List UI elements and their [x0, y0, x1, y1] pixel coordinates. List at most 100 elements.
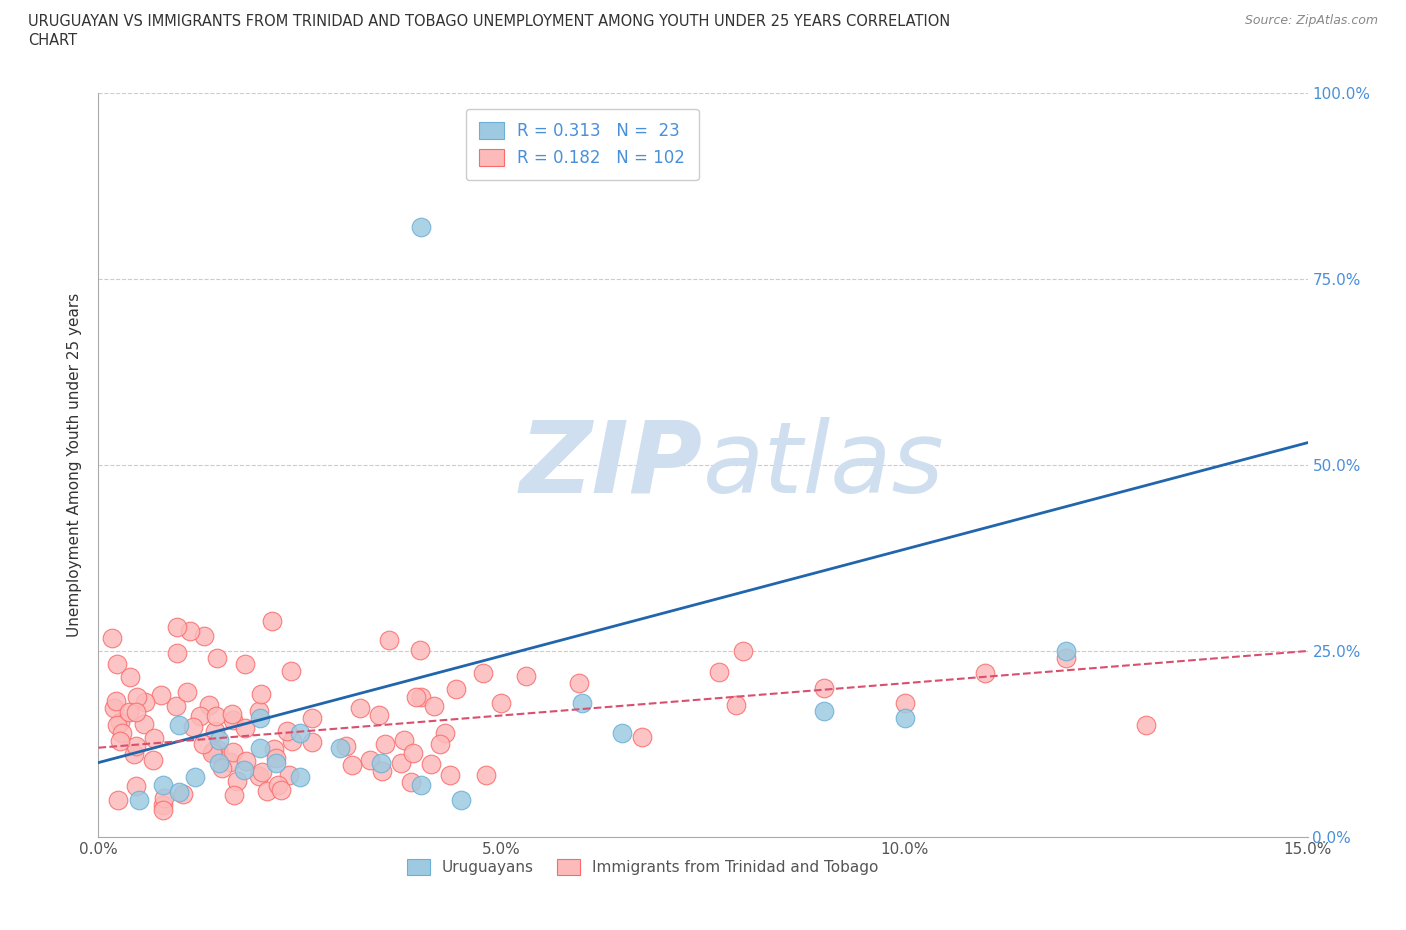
- Point: [276, 724, 298, 738]
- Point: [349, 700, 371, 715]
- Point: [813, 703, 835, 718]
- Point: [222, 788, 245, 803]
- Point: [150, 687, 173, 702]
- Point: [374, 737, 396, 751]
- Text: atlas: atlas: [703, 417, 945, 513]
- Point: [118, 670, 141, 684]
- Point: [342, 757, 364, 772]
- Point: [172, 787, 194, 802]
- Point: [235, 721, 257, 736]
- Point: [132, 717, 155, 732]
- Point: [124, 738, 146, 753]
- Point: [709, 664, 731, 679]
- Point: [198, 698, 221, 712]
- Point: [264, 751, 287, 765]
- Point: [288, 725, 311, 740]
- Point: [301, 735, 323, 750]
- Point: [278, 768, 301, 783]
- Point: [134, 695, 156, 710]
- Point: [124, 746, 146, 761]
- Point: [226, 773, 249, 788]
- Point: [571, 696, 593, 711]
- Point: [208, 733, 231, 748]
- Point: [249, 686, 271, 701]
- Point: [249, 711, 271, 725]
- Point: [1054, 644, 1077, 658]
- Point: [368, 708, 391, 723]
- Point: [411, 690, 433, 705]
- Point: [733, 644, 755, 658]
- Point: [1135, 718, 1157, 733]
- Point: [207, 742, 229, 757]
- Point: [335, 738, 357, 753]
- Legend: Uruguayans, Immigrants from Trinidad and Tobago: Uruguayans, Immigrants from Trinidad and…: [401, 853, 884, 882]
- Point: [377, 632, 399, 647]
- Point: [181, 719, 204, 734]
- Point: [409, 643, 432, 658]
- Point: [125, 778, 148, 793]
- Point: [247, 768, 270, 783]
- Point: [111, 725, 134, 740]
- Point: [267, 777, 290, 792]
- Point: [108, 733, 131, 748]
- Point: [222, 713, 245, 728]
- Point: [491, 696, 513, 711]
- Point: [211, 761, 233, 776]
- Point: [153, 790, 176, 805]
- Point: [166, 619, 188, 634]
- Point: [105, 694, 128, 709]
- Point: [433, 725, 456, 740]
- Point: [105, 717, 128, 732]
- Point: [631, 729, 654, 744]
- Point: [152, 777, 174, 792]
- Point: [167, 718, 190, 733]
- Point: [429, 737, 451, 751]
- Point: [264, 755, 287, 770]
- Point: [567, 675, 589, 690]
- Point: [893, 711, 915, 725]
- Point: [193, 629, 215, 644]
- Point: [165, 698, 187, 713]
- Point: [250, 764, 273, 779]
- Point: [188, 709, 211, 724]
- Point: [725, 698, 748, 712]
- Point: [288, 770, 311, 785]
- Point: [1054, 651, 1077, 666]
- Point: [201, 746, 224, 761]
- Point: [105, 657, 128, 671]
- Point: [280, 664, 302, 679]
- Point: [221, 707, 243, 722]
- Point: [152, 797, 174, 812]
- Point: [125, 705, 148, 720]
- Point: [143, 731, 166, 746]
- Point: [107, 792, 129, 807]
- Point: [101, 631, 124, 645]
- Point: [281, 734, 304, 749]
- Point: [152, 803, 174, 817]
- Point: [974, 666, 997, 681]
- Point: [402, 746, 425, 761]
- Point: [166, 645, 188, 660]
- Point: [208, 755, 231, 770]
- Point: [184, 770, 207, 785]
- Point: [247, 703, 270, 718]
- Point: [474, 767, 496, 782]
- Point: [409, 777, 432, 792]
- Point: [260, 613, 283, 628]
- Point: [232, 763, 254, 777]
- Point: [127, 690, 149, 705]
- Point: [205, 709, 228, 724]
- Point: [893, 696, 915, 711]
- Point: [515, 669, 537, 684]
- Y-axis label: Unemployment Among Youth under 25 years: Unemployment Among Youth under 25 years: [67, 293, 83, 637]
- Point: [142, 752, 165, 767]
- Point: [249, 740, 271, 755]
- Point: [176, 685, 198, 700]
- Point: [233, 657, 256, 671]
- Point: [103, 700, 125, 715]
- Point: [108, 714, 131, 729]
- Point: [370, 755, 392, 770]
- Point: [179, 623, 201, 638]
- Point: [422, 698, 444, 713]
- Point: [301, 711, 323, 725]
